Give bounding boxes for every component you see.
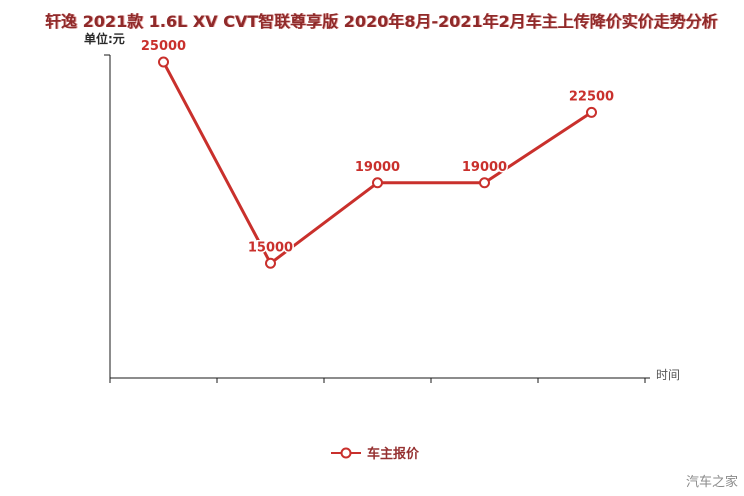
y-axis-unit-label: 单位:元 <box>84 32 125 46</box>
data-point <box>479 177 490 189</box>
data-label: 25000 <box>141 39 186 54</box>
data-point <box>265 257 276 269</box>
data-label: 15000 <box>248 240 293 255</box>
data-label: 22500 <box>569 89 614 104</box>
legend-marker-icon <box>331 447 361 458</box>
data-label: 19000 <box>355 160 400 175</box>
chart-title: 轩逸 2021款 1.6L XV CVT智联尊享版 2020年8月-2021年2… <box>45 12 718 31</box>
x-axis-label: 时间 <box>656 368 681 382</box>
watermark-autohome: 汽车之家 <box>685 475 738 490</box>
legend-item-owner-price[interactable]: 车主报价 <box>331 443 419 462</box>
data-point <box>158 56 169 68</box>
data-point <box>372 177 383 189</box>
data-label: 19000 <box>462 160 507 175</box>
legend-label: 车主报价 <box>367 447 420 462</box>
data-point <box>586 106 597 118</box>
